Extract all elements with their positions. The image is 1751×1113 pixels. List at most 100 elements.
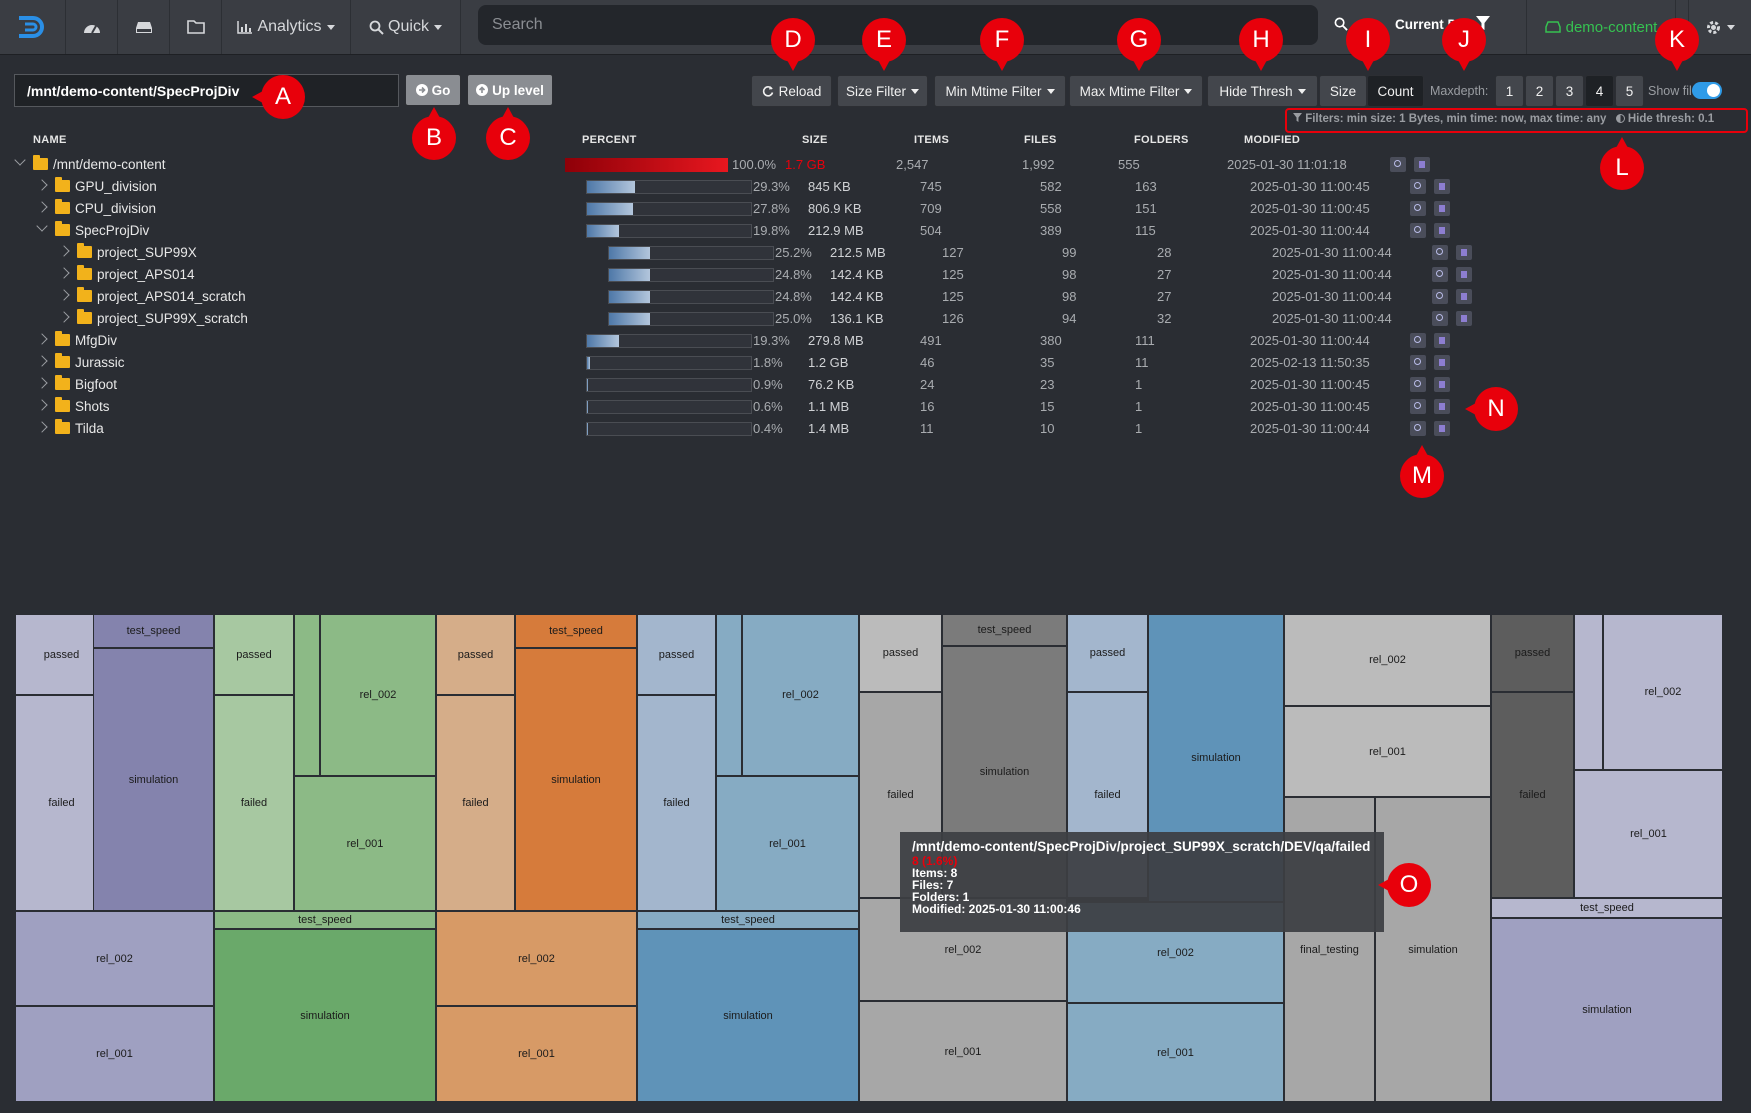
treemap-cell-failed[interactable]: failed [637,695,716,911]
min-mtime-filter-dropdown[interactable]: Min Mtime Filter [934,75,1066,107]
treemap-cell[interactable] [716,614,742,776]
chevron-right-icon[interactable] [36,421,48,433]
treemap-cell-simulation[interactable]: simulation [515,648,637,911]
tree-row[interactable]: Jurassic 1.8% 1.2 GB 46 35 11 2025-02-13 11:50… [0,352,1751,374]
col-header-files[interactable]: FILES [1024,134,1057,146]
chevron-down-icon[interactable] [14,154,26,166]
tag-icon[interactable] [1456,289,1472,304]
tree-row[interactable]: CPU_division 27.8% 806.9 KB 709 558 151 2025-0… [0,198,1751,220]
tag-icon[interactable] [1434,333,1450,348]
treemap-cell[interactable] [294,614,320,776]
chevron-right-icon[interactable] [58,267,70,279]
chevron-right-icon[interactable] [36,399,48,411]
tree-row[interactable]: Bigfoot 0.9% 76.2 KB 24 23 1 2025-01-30 11:00:… [0,374,1751,396]
app-logo[interactable] [0,0,66,54]
tree-item-name[interactable]: project_SUP99X [97,245,197,260]
tag-icon[interactable] [1434,201,1450,216]
reload-button[interactable]: Reload [751,75,832,107]
chevron-down-icon[interactable] [36,220,48,232]
chevron-right-icon[interactable] [36,355,48,367]
size-mode-button[interactable]: Size [1319,75,1367,107]
tree-item-name[interactable]: Jurassic [75,355,125,370]
show-files-toggle[interactable] [1692,82,1722,99]
tree-row[interactable]: project_APS014 24.8% 142.4 KB 125 98 27 2025-0… [0,264,1751,286]
dashboard-button[interactable] [66,0,118,54]
chevron-right-icon[interactable] [36,201,48,213]
tree-item-name[interactable]: Bigfoot [75,377,118,392]
treemap-cell-failed[interactable]: failed [214,695,294,911]
treemap-cell-passed[interactable]: passed [436,614,515,695]
treemap-cell-rel-001[interactable]: rel_001 [15,1006,214,1102]
tag-icon[interactable] [1456,267,1472,282]
treemap-cell-rel-001[interactable]: rel_001 [1574,770,1723,898]
tag-icon[interactable] [1434,223,1450,238]
tree-row[interactable]: project_SUP99X_scratch 25.0% 136.1 KB 126 94… [0,308,1751,330]
search-icon[interactable] [1432,311,1448,326]
hide-thresh-dropdown[interactable]: Hide Thresh [1207,75,1318,107]
tag-icon[interactable] [1456,245,1472,260]
maxdepth-button-1[interactable]: 1 [1495,75,1524,107]
filter-icon[interactable] [1476,16,1490,35]
treemap-cell-rel-002[interactable]: rel_002 [1603,614,1723,770]
treemap-cell-rel-001[interactable]: rel_001 [1284,706,1491,797]
tag-icon[interactable] [1434,377,1450,392]
tree-row[interactable]: Tilda 0.4% 1.4 MB 11 10 1 2025-01-30 11:00:44 [0,418,1751,440]
col-header-name[interactable]: NAME [33,134,67,146]
col-header-folders[interactable]: FOLDERS [1134,134,1189,146]
tag-icon[interactable] [1434,179,1450,194]
search-icon[interactable] [1410,179,1426,194]
chevron-right-icon[interactable] [36,179,48,191]
search-icon[interactable] [1410,421,1426,436]
treemap-cell-rel-001[interactable]: rel_001 [294,776,436,911]
maxdepth-button-4[interactable]: 4 [1585,75,1614,107]
treemap-cell-passed[interactable]: passed [214,614,294,695]
quick-menu[interactable]: Quick [351,0,461,54]
treemap-cell-simulation[interactable]: simulation [1491,918,1723,1102]
search-icon[interactable] [1410,377,1426,392]
search-icon[interactable] [1410,399,1426,414]
path-input[interactable]: /mnt/demo-content/SpecProjDiv [14,74,399,107]
treemap-cell-test-speed[interactable]: test_speed [637,911,859,929]
tree-row[interactable]: MfgDiv 19.3% 279.8 MB 491 380 111 2025-01-30 1… [0,330,1751,352]
tree-item-name[interactable]: SpecProjDiv [75,223,150,238]
treemap-cell-rel-001[interactable]: rel_001 [1067,1003,1284,1102]
tree-item-name[interactable]: MfgDiv [75,333,118,348]
maxdepth-button-2[interactable]: 2 [1525,75,1554,107]
search-icon[interactable] [1390,157,1406,172]
treemap-cell-test-speed[interactable]: test_speed [942,614,1067,646]
col-header-modified[interactable]: MODIFIED [1244,134,1301,146]
tree-row[interactable]: SpecProjDiv 19.8% 212.9 MB 504 389 115 2025-01… [0,220,1751,242]
treemap-cell-passed[interactable]: passed [859,614,942,692]
count-mode-button[interactable]: Count [1367,75,1424,107]
maxdepth-button-5[interactable]: 5 [1615,75,1644,107]
treemap-cell-passed[interactable]: passed [1491,614,1574,692]
size-filter-dropdown[interactable]: Size Filter [837,75,928,107]
treemap-cell-passed[interactable]: passed [1067,614,1148,692]
col-header-items[interactable]: ITEMS [914,134,950,146]
chevron-right-icon[interactable] [58,245,70,257]
chevron-right-icon[interactable] [58,289,70,301]
chevron-right-icon[interactable] [36,333,48,345]
search-icon[interactable] [1410,333,1426,348]
treemap-cell-failed[interactable]: failed [1491,692,1574,898]
treemap-cell-rel-002[interactable]: rel_002 [436,911,637,1006]
search-icon[interactable] [1432,245,1448,260]
tree-item-name[interactable]: GPU_division [75,179,157,194]
treemap-cell-failed[interactable]: failed [436,695,515,911]
tree-row[interactable]: GPU_division 29.3% 845 KB 745 582 163 2025-01-… [0,176,1751,198]
tag-icon[interactable] [1434,399,1450,414]
tree-row[interactable]: project_APS014_scratch 24.8% 142.4 KB 125 98… [0,286,1751,308]
treemap-cell-simulation[interactable]: simulation [214,929,436,1102]
treemap-cell-test-speed[interactable]: test_speed [1491,898,1723,918]
analytics-menu[interactable]: Analytics [222,0,351,54]
tree-item-name[interactable]: project_APS014 [97,267,195,282]
tree-item-name[interactable]: Shots [75,399,110,414]
treemap-cell-passed[interactable]: passed [637,614,716,695]
up-level-button[interactable]: Up level [467,74,553,106]
treemap-cell-simulation[interactable]: simulation [93,648,214,911]
tree-item-name[interactable]: project_SUP99X_scratch [97,311,248,326]
treemap-cell-test-speed[interactable]: test_speed [515,614,637,648]
tree-item-name[interactable]: /mnt/demo-content [53,157,166,172]
tree-row[interactable]: /mnt/demo-content 100.0% 1.7 GB 2,547 1,992 5… [0,154,1751,176]
treemap-cell-rel-002[interactable]: rel_002 [320,614,436,776]
